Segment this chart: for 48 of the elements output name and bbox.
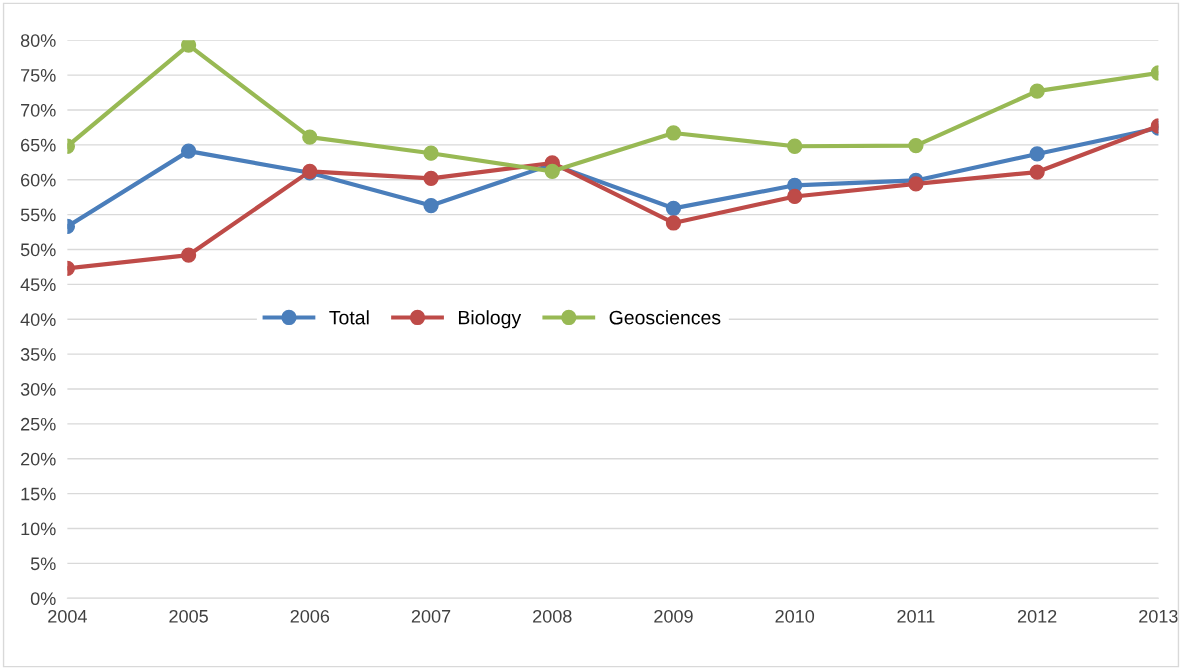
point: [908, 176, 924, 192]
x-tick-label: 2007: [411, 609, 451, 623]
x-tick-label: 2013: [1139, 609, 1178, 623]
y-tick-label: 0%: [30, 592, 56, 606]
x-tick-label: 2010: [775, 609, 815, 623]
point: [1029, 146, 1045, 162]
point: [180, 143, 197, 159]
x-tick-label: 2006: [290, 609, 330, 623]
point: [423, 145, 439, 161]
y-tick-label: 5%: [30, 557, 56, 571]
point: [665, 125, 682, 141]
y-tick-label: 25%: [21, 417, 56, 431]
x-tick-label: 2008: [533, 609, 572, 623]
point: [544, 163, 560, 179]
y-tick-label: 70%: [21, 103, 56, 117]
x-tick-label: 2009: [654, 609, 693, 623]
y-tick-label: 80%: [20, 34, 56, 47]
point: [302, 129, 318, 145]
legend-label: Geosciences: [609, 310, 721, 325]
y-tick-label: 35%: [20, 348, 56, 361]
legend-label: Biology: [458, 310, 522, 329]
y-tick-label: 55%: [20, 208, 56, 222]
x-tick-label: 2004: [48, 609, 87, 623]
y-tick-label: 45%: [20, 278, 56, 292]
legend-label: Total: [329, 310, 369, 325]
y-tick-label: 15%: [21, 487, 56, 501]
y-tick-label: 20%: [21, 452, 56, 466]
x-tick-label: 2012: [1017, 609, 1057, 623]
point: [423, 197, 439, 214]
x-tick-label: 2005: [169, 609, 208, 623]
point: [180, 247, 197, 263]
point: [908, 137, 924, 154]
point: [1029, 164, 1045, 180]
point: [423, 170, 439, 186]
y-tick-label: 60%: [21, 173, 56, 187]
y-tick-label: 10%: [21, 522, 56, 536]
point: [787, 138, 803, 154]
point: [180, 40, 197, 53]
y-tick-label: 40%: [20, 313, 56, 326]
y-tick-label: 50%: [20, 243, 56, 257]
y-tick-label: 75%: [21, 69, 56, 82]
y-tick-label: 30%: [20, 382, 56, 396]
point: [665, 215, 682, 231]
y-tick-label: 65%: [21, 138, 56, 152]
point: [1029, 83, 1045, 99]
point: [665, 200, 682, 216]
point: [787, 188, 803, 205]
x-tick-label: 2011: [897, 609, 935, 623]
